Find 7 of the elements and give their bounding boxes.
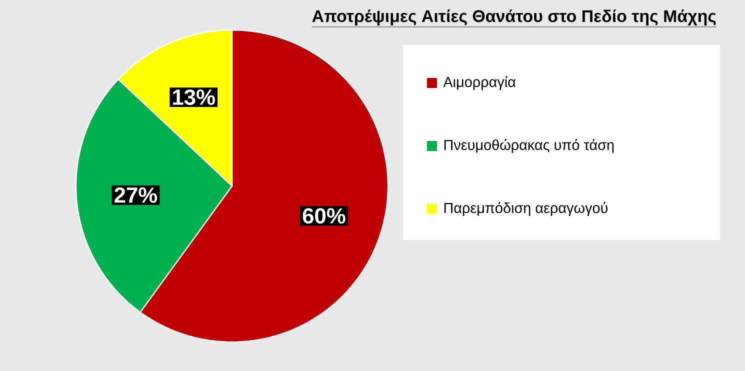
data-label: 60% <box>302 208 346 224</box>
legend-label: Παρεμπόδιση αεραγωγού <box>444 202 608 216</box>
data-label: 13% <box>173 89 215 106</box>
data-label: 27% <box>114 187 158 203</box>
chart-title: Αποτρέψιμες Αιτίες Θανάτου στο Πεδίο της Μάχης <box>312 10 716 26</box>
legend-label: Πνευμοθώρακας υπό τάση <box>444 139 614 153</box>
legend-label: Αιμορραγία <box>443 76 516 90</box>
